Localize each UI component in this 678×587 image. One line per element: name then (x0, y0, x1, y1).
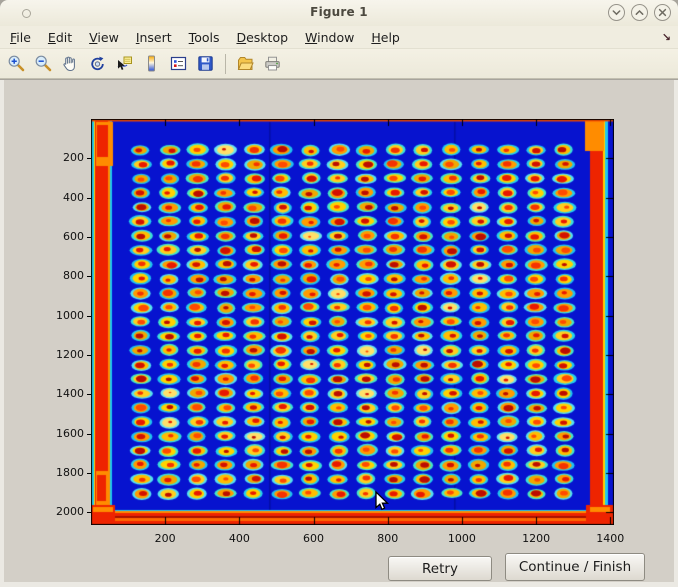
y-tick-mark (87, 276, 91, 277)
y-tick-mark (87, 473, 91, 474)
print-figure-icon[interactable] (261, 52, 284, 75)
y-tick-mark (87, 355, 91, 356)
insert-colorbar-icon[interactable] (140, 52, 163, 75)
menu-item-edit[interactable]: Edit (47, 29, 73, 45)
y-tick-label: 800 (63, 269, 84, 283)
x-tick-label: 200 (154, 532, 176, 545)
x-tick-label: 800 (377, 532, 399, 545)
y-tick-label: 400 (63, 190, 84, 204)
menubar: File Edit View Insert Tools Desktop Window Help… (0, 26, 678, 49)
minimize-button[interactable] (608, 4, 625, 21)
maximize-button[interactable] (631, 4, 648, 21)
window-frame-right (674, 80, 678, 587)
menu-item-insert[interactable]: Insert (135, 29, 172, 45)
figure-canvas: Retry Continue / Finish 200 400 600 800 1000… (0, 80, 678, 587)
menu-item-tools[interactable]: Tools (188, 29, 220, 45)
titlebar[interactable]: Figure 1 (0, 0, 678, 27)
retry-button[interactable]: Retry (388, 556, 492, 581)
zoom-out-icon[interactable] (32, 52, 55, 75)
toolbar (0, 49, 678, 79)
y-tick-label: 1400 (56, 387, 84, 401)
data-cursor-icon[interactable] (113, 52, 136, 75)
menu-item-desktop[interactable]: Desktop (236, 29, 289, 45)
y-tick-label: 1800 (56, 465, 84, 479)
save-figure-icon[interactable] (194, 52, 217, 75)
toolbar-separator (225, 53, 226, 74)
y-tick-label: 1000 (56, 308, 84, 322)
y-tick-label: 600 (63, 229, 84, 243)
y-tick-mark (87, 394, 91, 395)
y-tick-mark (87, 316, 91, 317)
x-tick-label: 400 (228, 532, 250, 545)
window-frame-bottom (0, 582, 678, 587)
close-button[interactable] (654, 4, 671, 21)
window-title: Figure 1 (310, 5, 368, 19)
window-frame-left (0, 80, 4, 587)
menu-item-help[interactable]: Help (371, 29, 400, 45)
x-tick-label: 1200 (522, 532, 551, 545)
x-tick-label: 1400 (596, 532, 625, 545)
pan-icon[interactable] (59, 52, 82, 75)
dock-figure-icon[interactable]: ↘ (661, 30, 671, 44)
x-tick-label: 600 (303, 532, 325, 545)
y-tick-label: 1200 (56, 347, 84, 361)
open-file-icon[interactable] (234, 52, 257, 75)
x-tick-label: 1000 (447, 532, 476, 545)
y-tick-mark (87, 434, 91, 435)
heatmap-image[interactable] (91, 119, 614, 525)
menu-item-view[interactable]: View (89, 29, 119, 45)
window-menu-icon[interactable] (22, 9, 31, 18)
menu-item-window[interactable]: Window (305, 29, 355, 45)
window-controls (608, 4, 671, 21)
y-tick-label: 2000 (56, 505, 84, 519)
insert-legend-icon[interactable] (167, 52, 190, 75)
axes-plot[interactable] (91, 119, 614, 525)
y-tick-mark (87, 158, 91, 159)
rotate-3d-icon[interactable] (86, 52, 109, 75)
menu-item-file[interactable]: File (10, 29, 31, 45)
y-tick-mark (87, 512, 91, 513)
zoom-in-icon[interactable] (5, 52, 28, 75)
y-tick-label: 200 (63, 151, 84, 165)
y-tick-mark (87, 198, 91, 199)
y-tick-label: 1600 (56, 426, 84, 440)
continue-finish-button[interactable]: Continue / Finish (505, 553, 645, 581)
y-tick-mark (87, 237, 91, 238)
